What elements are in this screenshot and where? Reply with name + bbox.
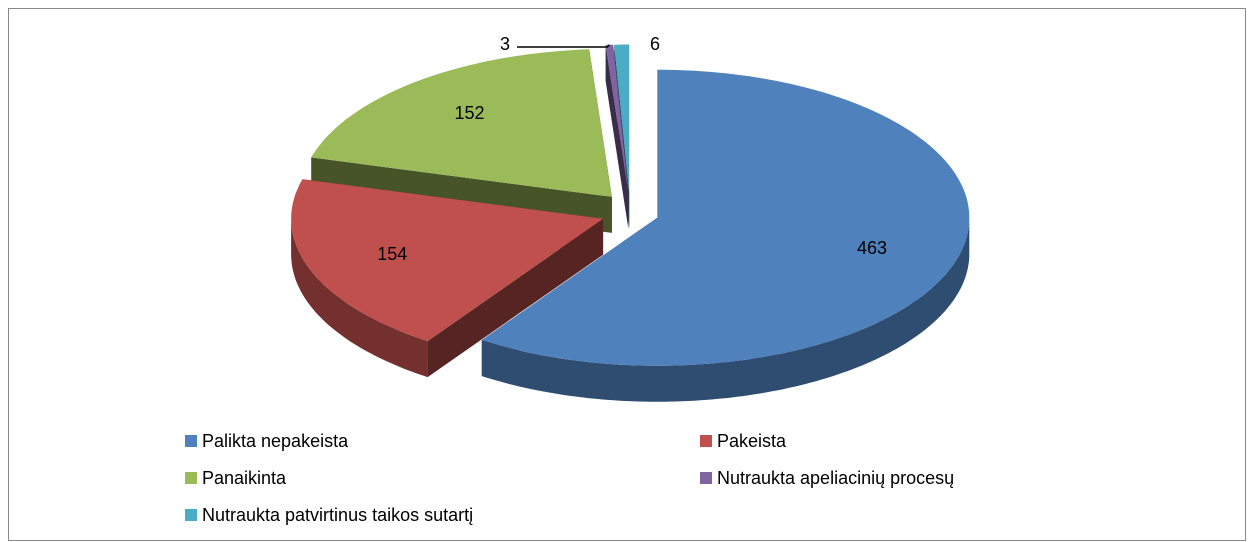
data-label: 3	[500, 34, 510, 54]
legend-swatch	[185, 435, 197, 447]
data-label: 152	[454, 103, 484, 123]
data-label: 463	[857, 238, 887, 258]
slice-wall	[481, 217, 970, 402]
legend-label: Panaikinta	[202, 468, 287, 488]
pie-slice	[481, 69, 970, 366]
pie-slice	[291, 179, 604, 342]
leader-line	[517, 44, 610, 48]
slice-wall	[291, 218, 428, 378]
legend-label: Nutraukta patvirtinus taikos sutartį	[202, 505, 473, 525]
slice	[481, 69, 970, 402]
slice-side	[427, 218, 604, 378]
legend-swatch	[700, 472, 712, 484]
pie-slice	[614, 44, 630, 193]
data-label: 6	[650, 34, 660, 54]
legend-swatch	[185, 472, 197, 484]
legend-swatch	[700, 435, 712, 447]
slice	[291, 179, 604, 378]
slice	[605, 44, 629, 229]
legend-swatch	[185, 509, 197, 521]
pie-slice	[605, 44, 629, 193]
slice-side	[605, 44, 629, 229]
pie-slice	[311, 49, 612, 197]
legend-label: Palikta nepakeista	[202, 431, 349, 451]
data-label: 154	[377, 244, 407, 264]
legend-label: Nutraukta apeliacinių procesų	[717, 468, 954, 488]
legend-label: Pakeista	[717, 431, 787, 451]
